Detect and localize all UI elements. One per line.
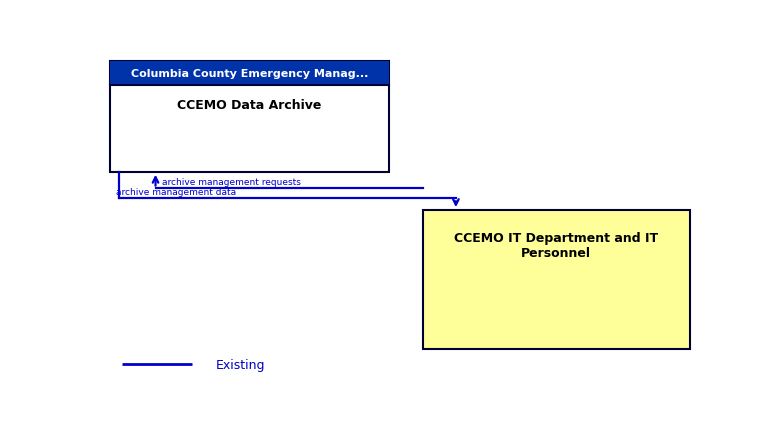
Bar [110,61,389,172]
Text: CCEMO Data Archive: CCEMO Data Archive [178,98,322,111]
Text: Columbia County Emergency Manag...: Columbia County Emergency Manag... [131,69,368,79]
Text: archive management requests: archive management requests [161,178,301,186]
Text: archive management data: archive management data [116,188,236,197]
Text: Existing: Existing [216,358,265,371]
Bar [110,61,389,86]
Text: CCEMO IT Department and IT
Personnel: CCEMO IT Department and IT Personnel [454,231,658,259]
Bar [423,211,690,350]
